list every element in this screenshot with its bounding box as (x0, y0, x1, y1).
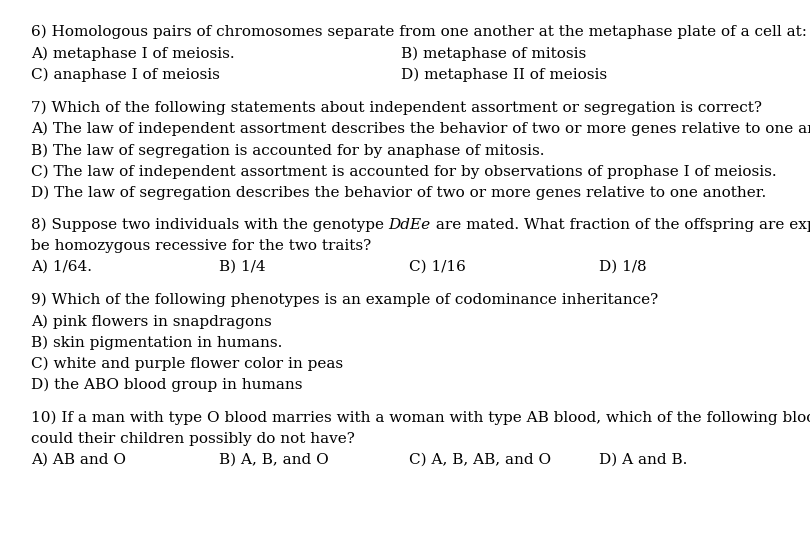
Text: C) white and purple flower color in peas: C) white and purple flower color in peas (31, 356, 343, 371)
Text: C) The law of independent assortment is accounted for by observations of prophas: C) The law of independent assortment is … (31, 164, 777, 179)
Text: could their children possibly do not have?: could their children possibly do not hav… (31, 432, 355, 446)
Text: D) the ABO blood group in humans: D) the ABO blood group in humans (31, 377, 302, 392)
Text: 10) If a man with type O blood marries with a woman with type AB blood, which of: 10) If a man with type O blood marries w… (31, 411, 810, 425)
Text: B) 1/4: B) 1/4 (219, 260, 266, 274)
Text: C) A, B, AB, and O: C) A, B, AB, and O (409, 453, 551, 467)
Text: D) metaphase II of meiosis: D) metaphase II of meiosis (401, 68, 607, 82)
Text: are mated. What fraction of the offspring are expected to: are mated. What fraction of the offsprin… (431, 218, 810, 231)
Text: B) metaphase of mitosis: B) metaphase of mitosis (401, 47, 586, 61)
Text: A) The law of independent assortment describes the behavior of two or more genes: A) The law of independent assortment des… (31, 122, 810, 137)
Text: C) 1/16: C) 1/16 (409, 260, 466, 274)
Text: D) 1/8: D) 1/8 (599, 260, 647, 274)
Text: A) metaphase I of meiosis.: A) metaphase I of meiosis. (31, 47, 234, 61)
Text: A) AB and O: A) AB and O (31, 453, 126, 467)
Text: 7) Which of the following statements about independent assortment or segregation: 7) Which of the following statements abo… (31, 101, 761, 115)
Text: DdEe: DdEe (389, 218, 431, 231)
Text: C) anaphase I of meiosis: C) anaphase I of meiosis (31, 68, 220, 82)
Text: B) The law of segregation is accounted for by anaphase of mitosis.: B) The law of segregation is accounted f… (31, 143, 544, 158)
Text: B) A, B, and O: B) A, B, and O (219, 453, 328, 467)
Text: 9) Which of the following phenotypes is an example of codominance inheritance?: 9) Which of the following phenotypes is … (31, 293, 658, 307)
Text: D) A and B.: D) A and B. (599, 453, 688, 467)
Text: 8) Suppose two individuals with the genotype: 8) Suppose two individuals with the geno… (31, 218, 389, 232)
Text: D) The law of segregation describes the behavior of two or more genes relative t: D) The law of segregation describes the … (31, 185, 766, 200)
Text: B) skin pigmentation in humans.: B) skin pigmentation in humans. (31, 335, 282, 350)
Text: be homozygous recessive for the two traits?: be homozygous recessive for the two trai… (31, 239, 371, 253)
Text: 6) Homologous pairs of chromosomes separate from one another at the metaphase pl: 6) Homologous pairs of chromosomes separ… (31, 25, 807, 39)
Text: A) pink flowers in snapdragons: A) pink flowers in snapdragons (31, 314, 271, 329)
Text: A) 1/64.: A) 1/64. (31, 260, 92, 274)
